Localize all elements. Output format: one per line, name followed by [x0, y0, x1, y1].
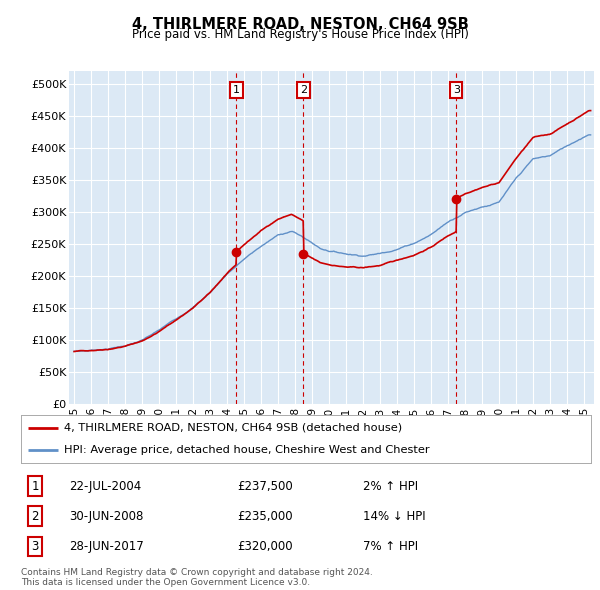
Text: 30-JUN-2008: 30-JUN-2008 — [70, 510, 144, 523]
Text: 2: 2 — [300, 85, 307, 95]
Text: 28-JUN-2017: 28-JUN-2017 — [70, 540, 144, 553]
Text: HPI: Average price, detached house, Cheshire West and Chester: HPI: Average price, detached house, Ches… — [64, 445, 430, 455]
Text: 7% ↑ HPI: 7% ↑ HPI — [363, 540, 418, 553]
Text: 14% ↓ HPI: 14% ↓ HPI — [363, 510, 425, 523]
Text: 3: 3 — [32, 540, 39, 553]
Text: 22-JUL-2004: 22-JUL-2004 — [70, 480, 142, 493]
Text: 1: 1 — [233, 85, 240, 95]
Text: 2% ↑ HPI: 2% ↑ HPI — [363, 480, 418, 493]
Text: 4, THIRLMERE ROAD, NESTON, CH64 9SB: 4, THIRLMERE ROAD, NESTON, CH64 9SB — [131, 17, 469, 31]
Text: £235,000: £235,000 — [238, 510, 293, 523]
Text: £320,000: £320,000 — [238, 540, 293, 553]
Text: 2: 2 — [32, 510, 39, 523]
Text: 3: 3 — [453, 85, 460, 95]
Text: 4, THIRLMERE ROAD, NESTON, CH64 9SB (detached house): 4, THIRLMERE ROAD, NESTON, CH64 9SB (det… — [64, 423, 402, 433]
Text: Price paid vs. HM Land Registry's House Price Index (HPI): Price paid vs. HM Land Registry's House … — [131, 28, 469, 41]
Text: 1: 1 — [32, 480, 39, 493]
Text: £237,500: £237,500 — [238, 480, 293, 493]
Text: Contains HM Land Registry data © Crown copyright and database right 2024.
This d: Contains HM Land Registry data © Crown c… — [21, 568, 373, 587]
